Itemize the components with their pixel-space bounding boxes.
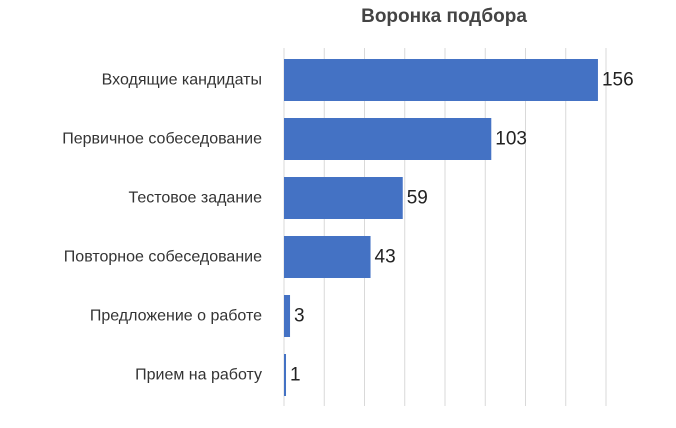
category-label: Предложение о работе xyxy=(90,308,262,325)
category-label: Прием на работу xyxy=(135,367,262,384)
data-label: 3 xyxy=(294,306,305,327)
bar xyxy=(284,118,492,160)
bar xyxy=(284,59,598,101)
category-label: Входящие кандидаты xyxy=(102,72,262,89)
bar xyxy=(284,354,287,396)
bars xyxy=(284,59,598,396)
data-label: 156 xyxy=(602,70,634,91)
labels: Входящие кандидаты 156 Первичное собеседов… xyxy=(62,70,633,386)
data-label: 59 xyxy=(407,188,428,209)
category-label: Первичное собеседование xyxy=(62,131,262,148)
category-label: Тестовое задание xyxy=(128,190,262,207)
gridlines xyxy=(283,48,607,406)
bar xyxy=(284,295,291,337)
category-label: Повторное собеседование xyxy=(64,249,262,266)
data-label: 43 xyxy=(375,247,396,268)
chart-title: Воронка подбора xyxy=(361,6,527,27)
bar xyxy=(284,177,403,219)
bar xyxy=(284,236,371,278)
data-label: 1 xyxy=(290,365,301,386)
data-label: 103 xyxy=(495,129,527,150)
